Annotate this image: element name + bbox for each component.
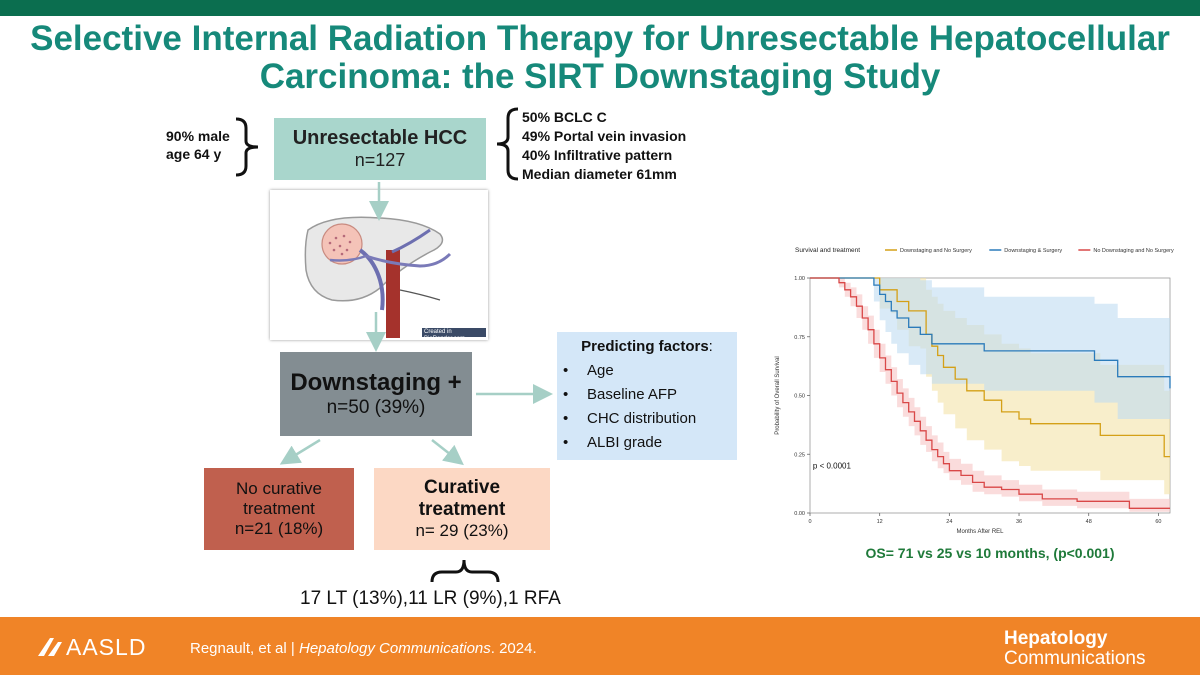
legend-title: Survival and treatment [795,247,860,254]
citation-authors: Regnault, et al [190,640,287,657]
box-line: No curative [236,479,322,498]
feature-item: 50% BCLC C [522,109,607,125]
box-line: treatment [243,499,315,518]
liver-illustration: Created in BioRender.com [270,190,488,342]
feature-item: 49% Portal vein invasion [522,128,687,144]
slide-title: Selective Internal Radiation Therapy for… [30,19,1170,96]
legend-entry: Downstaging and No Surgery [900,248,972,254]
demographics: 90% male age 64 y [166,127,230,163]
box-count: n=21 (18%) [234,519,324,538]
predicting-factor-item: ALBI grade [557,431,737,455]
feature-item: Median diameter 61mm [522,166,677,182]
p-value-annotation: p < 0.0001 [813,461,852,470]
y-tick-label: 0.50 [794,394,805,400]
journal-logo-line: Communications [1004,648,1146,669]
legend-entry: No Downstaging and No Surgery [1093,248,1174,254]
survival-chart: Survival and treatment Downstaging and No… [775,247,1174,535]
baseline-features: 50% BCLC C 49% Portal vein invasion 40% … [522,108,686,184]
curative-breakdown-brace [430,559,500,583]
unresectable-hcc-box: Unresectable HCC n=127 [274,118,486,180]
box-heading: Curative [423,477,501,498]
survival-line [810,277,1171,389]
demographics-brace [235,117,259,177]
citation-separator: | [290,640,295,657]
x-tick-label: 0 [808,519,811,525]
predicting-factors-colon: : [708,338,713,355]
survival-line [810,277,1170,509]
y-tick-label: 0.75 [794,335,805,341]
aasld-logo-text: AASLD [66,634,147,660]
box-count: n=127 [354,150,406,170]
box-count: n= 29 (23%) [415,521,509,540]
predicting-factors-box: Predicting factors: Age Baseline AFP CHC… [557,332,737,460]
y-tick-label: 1.00 [794,276,805,282]
features-brace [496,107,519,181]
x-tick-label: 60 [1155,519,1161,525]
citation: Regnault, et al | Hepatology Communicati… [190,640,537,657]
arrow-to-no-curative [279,438,321,465]
x-tick-label: 36 [1016,519,1022,525]
predicting-factor-item: Baseline AFP [557,383,737,407]
x-tick-label: 12 [877,519,883,525]
no-curative-treatment-box: No curative treatment n=21 (18%) [204,468,354,550]
legend-entry: Downstaging & Surgery [1004,248,1062,254]
aasld-logo-icon [38,638,62,656]
y-tick-label: 0.25 [794,452,805,458]
box-count: n=50 (39%) [326,397,426,418]
citation-journal: Hepatology Communications [298,640,491,657]
aasld-logo: AASLD [36,634,146,661]
predicting-factor-item: Age [557,359,737,383]
box-heading: Unresectable HCC [292,127,468,149]
survival-line [810,277,1170,458]
top-accent-bar [0,0,1200,16]
curative-treatment-box: Curative treatment n= 29 (23%) [374,468,550,550]
confidence-band [810,278,1170,431]
citation-year: . 2024. [490,640,537,657]
y-tick-label: 0.00 [794,511,805,517]
box-heading: treatment [418,499,506,520]
journal-logo-line: Hepatology [1004,628,1108,649]
downstaging-box: Downstaging + n=50 (39%) [280,352,472,436]
image-credit: Created in BioRender.com [424,329,466,342]
box-heading: Downstaging + [290,369,462,396]
os-summary: OS= 71 vs 25 vs 10 months, (p<0.001) [865,545,1115,561]
predicting-factors-heading: Predicting factors [581,338,709,355]
x-tick-label: 24 [946,519,952,525]
x-axis-label: Months After REL [956,529,1004,535]
feature-item: 40% Infiltrative pattern [522,147,673,163]
predicting-factor-item: CHC distribution [557,407,737,431]
liver-drawing [304,216,486,338]
x-tick-label: 48 [1086,519,1092,525]
y-axis-label: Probability of Overall Survival [775,356,781,434]
journal-logo: Hepatology Communications [1004,629,1146,669]
arrow-to-curative [431,439,464,466]
demographics-line: 90% male [166,128,230,144]
curative-breakdown: 17 LT (13%),11 LR (9%),1 RFA [300,588,561,609]
demographics-line: age 64 y [166,146,222,162]
footer-bar [0,617,1200,675]
